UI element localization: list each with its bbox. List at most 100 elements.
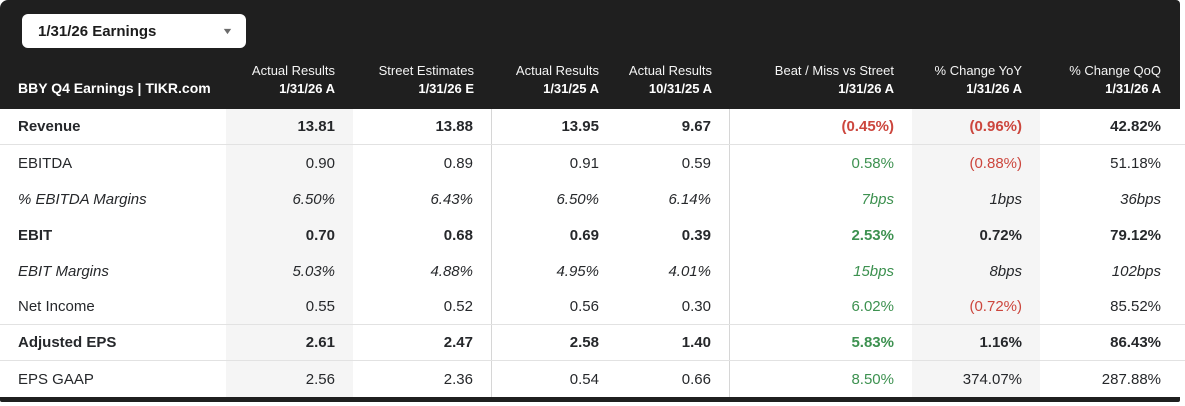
column-header-4: Actual Results 10/31/25 A (617, 62, 730, 98)
row-label: Revenue (18, 118, 81, 135)
table-cell: 0.54 (569, 370, 599, 388)
table-cell: (0.96%) (912, 109, 1040, 144)
table-cell: 5.83% (851, 334, 894, 351)
column-header-row: BBY Q4 Earnings | TIKR.com Actual Result… (0, 62, 1180, 109)
bottom-bar (0, 397, 1180, 402)
table-cell: 287.88% (1101, 370, 1161, 388)
earnings-period-dropdown-label: 1/31/26 Earnings (38, 22, 157, 40)
table-cell: 8.50% (851, 370, 894, 388)
table-cell: (0.72%) (912, 289, 1040, 324)
column-header-1: Actual Results 1/31/26 A (226, 62, 353, 98)
column-header-6: % Change YoY 1/31/26 A (912, 62, 1040, 98)
table-cell: 0.30 (617, 289, 730, 324)
table-cell: 2.36 (353, 361, 492, 397)
column-header-line1: % Change QoQ (1069, 63, 1161, 78)
table-cell: 0.58% (851, 154, 894, 172)
table-cell: 0.39 (617, 217, 730, 253)
table-cell: 13.88 (353, 109, 492, 144)
table-header-band: 1/31/26 Earnings ▼ BBY Q4 Earnings | TIK… (0, 0, 1180, 109)
column-header-line1: Actual Results (515, 63, 599, 78)
table-cell: 0.89 (353, 145, 492, 181)
column-header-line2: 1/31/26 A (966, 81, 1022, 96)
table-cell: (0.45%) (841, 118, 894, 135)
table-cell: 85.52% (1110, 298, 1161, 315)
column-header-line1: Actual Results (251, 63, 335, 78)
table-row: Adjusted EPS 2.61 2.47 2.58 1.40 5.83% 1.16% 86… (0, 325, 1185, 361)
column-header-line2: 1/31/26 E (418, 81, 474, 96)
column-header-line2: 1/31/25 A (543, 81, 599, 96)
table-cell: 0.59 (617, 145, 730, 181)
table-cell: 2.56 (226, 361, 353, 397)
table-cell: 0.52 (353, 289, 492, 324)
row-label: EBIT (18, 226, 53, 244)
table-cell: 42.82% (1110, 118, 1161, 135)
table-cell: 0.70 (226, 217, 353, 253)
table-cell: 36bps (1120, 190, 1161, 208)
table-cell: 0.56 (569, 298, 599, 315)
row-label: EBITDA (18, 154, 73, 172)
table-cell: 9.67 (617, 109, 730, 144)
column-header-line1: Actual Results (628, 63, 712, 78)
table-cell: 8bps (912, 253, 1040, 289)
table-cell: 1.40 (617, 325, 730, 360)
table-cell: 86.43% (1110, 334, 1161, 351)
column-header-line2: 1/31/26 A (279, 81, 335, 96)
table-cell: 374.07% (912, 361, 1040, 397)
table-row: Net Income 0.55 0.52 0.56 0.30 6.02% (0.72%) 85… (0, 289, 1185, 325)
table-cell: 1bps (912, 181, 1040, 217)
table-row: EBIT Margins 5.03% 4.88% 4.95% 4.01% 15bps 8bp… (0, 253, 1185, 289)
chevron-down-icon: ▼ (221, 25, 234, 36)
table-cell: 0.68 (353, 217, 492, 253)
table-cell: 0.91 (569, 154, 599, 172)
row-label: EPS GAAP (18, 370, 94, 388)
table-cell: 6.14% (617, 181, 730, 217)
table-cell: 2.47 (353, 325, 492, 360)
table-cell: 7bps (861, 190, 894, 208)
earnings-period-dropdown[interactable]: 1/31/26 Earnings ▼ (22, 14, 246, 48)
table-body: Revenue 13.81 13.88 13.95 9.67 (0.45%) (0.96%)… (0, 109, 1185, 397)
table-cell: 15bps (853, 262, 894, 280)
column-header-5: Beat / Miss vs Street 1/31/26 A (730, 62, 912, 98)
table-cell: 51.18% (1110, 154, 1161, 172)
table-cell: 6.50% (556, 190, 599, 208)
row-label: Net Income (18, 298, 95, 315)
column-header-line1: Beat / Miss vs Street (774, 63, 894, 78)
table-cell: 0.66 (617, 361, 730, 397)
table-cell: 13.95 (561, 118, 599, 135)
table-cell: 6.50% (226, 181, 353, 217)
table-cell: 6.02% (851, 298, 894, 315)
table-cell: 2.61 (226, 325, 353, 360)
table-cell: 102bps (1111, 262, 1161, 280)
column-header-line1: % Change YoY (934, 63, 1022, 78)
table-cell: 13.81 (226, 109, 353, 144)
table-cell: 0.90 (226, 145, 353, 181)
row-label: % EBITDA Margins (18, 190, 147, 208)
table-row: Revenue 13.81 13.88 13.95 9.67 (0.45%) (0.96%)… (0, 109, 1185, 145)
column-header-line2: 1/31/26 A (838, 81, 894, 96)
column-header-3: Actual Results 1/31/25 A (492, 62, 617, 98)
table-cell: 4.95% (556, 262, 599, 280)
column-header-2: Street Estimates 1/31/26 E (353, 62, 492, 98)
table-row: EBITDA 0.90 0.89 0.91 0.59 0.58% (0.88%) 51.18% (0, 145, 1185, 181)
column-header-line2: 10/31/25 A (648, 81, 712, 96)
table-cell: 4.88% (353, 253, 492, 289)
table-cell: 0.69 (569, 226, 599, 244)
table-cell: 6.43% (353, 181, 492, 217)
table-row: EBIT 0.70 0.68 0.69 0.39 2.53% 0.72% 79.12% (0, 217, 1185, 253)
table-cell: 0.72% (912, 217, 1040, 253)
table-cell: 2.58 (569, 334, 599, 351)
table-cell: 79.12% (1110, 226, 1161, 244)
table-row: EPS GAAP 2.56 2.36 0.54 0.66 8.50% 374.07% 287.… (0, 361, 1185, 397)
row-label: Adjusted EPS (18, 334, 117, 351)
table-cell: (0.88%) (912, 145, 1040, 181)
column-header-line2: 1/31/26 A (1105, 81, 1161, 96)
table-cell: 2.53% (851, 226, 894, 244)
table-cell: 0.55 (226, 289, 353, 324)
table-cell: 5.03% (226, 253, 353, 289)
table-title: BBY Q4 Earnings | TIKR.com (18, 80, 211, 96)
column-header-line1: Street Estimates (378, 63, 474, 78)
table-row: % EBITDA Margins 6.50% 6.43% 6.50% 6.14% 7bps… (0, 181, 1185, 217)
row-label: EBIT Margins (18, 262, 109, 280)
column-header-7: % Change QoQ 1/31/26 A (1040, 62, 1185, 98)
